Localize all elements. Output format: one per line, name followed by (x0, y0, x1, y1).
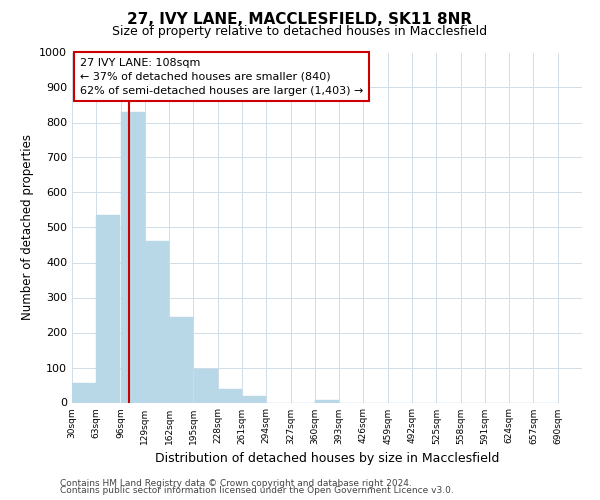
Text: 27, IVY LANE, MACCLESFIELD, SK11 8NR: 27, IVY LANE, MACCLESFIELD, SK11 8NR (127, 12, 473, 28)
Text: 27 IVY LANE: 108sqm
← 37% of detached houses are smaller (840)
62% of semi-detac: 27 IVY LANE: 108sqm ← 37% of detached ho… (80, 58, 363, 96)
Bar (121, 112, 145, 403)
Y-axis label: Number of detached properties: Number of detached properties (20, 134, 34, 320)
Bar (194, 368, 218, 402)
X-axis label: Distribution of detached houses by size in Macclesfield: Distribution of detached houses by size … (155, 452, 499, 465)
Text: Contains public sector information licensed under the Open Government Licence v3: Contains public sector information licen… (60, 486, 454, 495)
Bar (315, 400, 339, 402)
Bar (72, 382, 96, 402)
Bar (169, 317, 193, 402)
Bar (145, 242, 169, 402)
Text: Size of property relative to detached houses in Macclesfield: Size of property relative to detached ho… (112, 25, 488, 38)
Text: Contains HM Land Registry data © Crown copyright and database right 2024.: Contains HM Land Registry data © Crown c… (60, 478, 412, 488)
Bar (242, 396, 266, 402)
Bar (218, 389, 242, 402)
Bar (97, 215, 121, 402)
